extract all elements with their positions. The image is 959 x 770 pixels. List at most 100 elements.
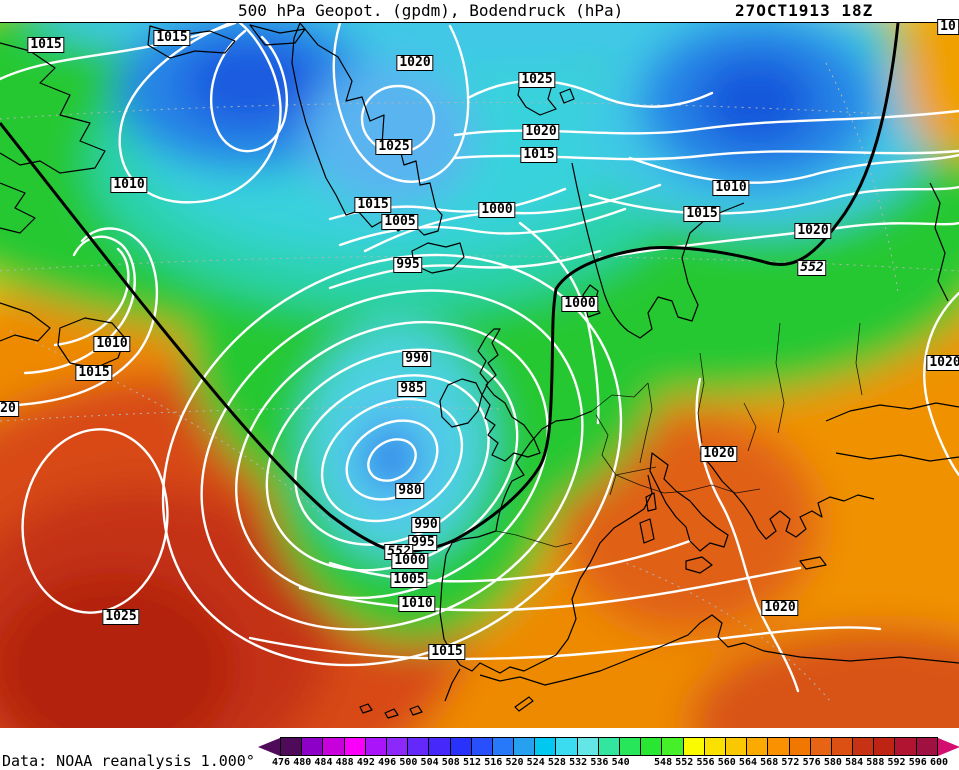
map-header: 500 hPa Geopot. (gpdm), Bodendruck (hPa)… [0, 0, 959, 22]
isobar-label-1015: 1015 [683, 206, 721, 222]
map-canvas [0, 23, 959, 729]
colorbar-tick-500: 500 [399, 757, 418, 768]
colorbar-segment [853, 738, 875, 755]
colorbar-tick-476: 476 [271, 757, 291, 768]
isobar-label-1020: 1020 [926, 355, 959, 371]
colorbar-right-arrow [937, 737, 959, 756]
colorbar-segment [492, 738, 515, 755]
isobar-label-1025: 1025 [102, 609, 140, 625]
isobar-label-20: 20 [0, 401, 19, 417]
colorbar-tick-512: 512 [463, 757, 482, 768]
colorbar-tick-564: 564 [738, 757, 757, 768]
colorbar-segment [620, 738, 642, 755]
colorbar-tick-576: 576 [802, 757, 821, 768]
isobar-label-1020: 1020 [396, 55, 434, 71]
isobar-label-990: 990 [402, 351, 432, 367]
isobar-label-1015: 1015 [520, 147, 558, 163]
isobar-label-1005: 1005 [390, 572, 428, 588]
colorbar-segment [598, 738, 620, 755]
colorbar-segment [789, 738, 811, 755]
colorbar-segment [281, 738, 303, 755]
geopotential-color-field [0, 23, 959, 729]
map-datetime: 27OCT1913 18Z [735, 1, 874, 20]
isobar-label-985: 985 [397, 381, 427, 397]
colorbar-tick-492: 492 [356, 757, 375, 768]
colorbar-tick-588: 588 [866, 757, 885, 768]
isobar-label-1020: 1020 [794, 223, 832, 239]
credits-block: Data: NOAA reanalysis 1.000° (C) Wetterz… [2, 721, 255, 770]
colorbar-tick-496: 496 [378, 757, 397, 768]
colorbar-tick-536: 536 [590, 757, 609, 768]
isobar-label-1000: 1000 [478, 202, 516, 218]
colorbar-segment [365, 738, 387, 755]
colorbar-tick-480: 480 [293, 757, 312, 768]
colorbar-tick-572: 572 [781, 757, 800, 768]
isobar-label-1000: 1000 [391, 553, 429, 569]
credit-data-source: Data: NOAA reanalysis 1.000° [2, 752, 255, 770]
isobar-label-1015: 1015 [75, 365, 113, 381]
colorbar-segment [641, 738, 663, 755]
colorbar-segment [747, 738, 769, 755]
isobar-label-990: 990 [411, 517, 441, 533]
isobar-label-995: 995 [408, 535, 438, 551]
colorbar-tick-600: 600 [929, 757, 949, 768]
colorbar-row [258, 737, 959, 756]
isobar-label-1000: 1000 [561, 296, 599, 312]
colorbar-tick-528: 528 [547, 757, 566, 768]
colorbar-segments [280, 737, 938, 756]
geopotential-label-552: 552 [797, 260, 827, 276]
colorbar-segment [386, 738, 409, 755]
colorbar-segment [323, 738, 345, 755]
isobar-label-980: 980 [395, 483, 425, 499]
colorbar-tick-596: 596 [908, 757, 927, 768]
colorbar-tick-560: 560 [717, 757, 736, 768]
isobar-label-1015: 1015 [428, 644, 466, 660]
isobar-label-995: 995 [393, 257, 423, 273]
colorbar-ticks: 476 480 484 488 492 496 500 504 508 512 516 520 524 5… [272, 757, 948, 769]
colorbar-segment [302, 738, 324, 755]
colorbar-segment [450, 738, 472, 755]
colorbar-segment [535, 738, 557, 755]
colorbar-segment [577, 738, 599, 755]
colorbar-tick-532: 532 [569, 757, 588, 768]
isobar-label-1015: 1015 [153, 30, 191, 46]
isobar-label-1020: 1020 [522, 124, 560, 140]
isobar-label-1015: 1015 [27, 37, 65, 53]
colorbar-tick-592: 592 [887, 757, 906, 768]
colorbar-segment [874, 738, 896, 755]
country-borders [495, 322, 863, 548]
isobar-label-1020: 1020 [761, 600, 799, 616]
isobar-label-1010: 1010 [712, 180, 750, 196]
colorbar-segment [683, 738, 705, 755]
isobar-label-10: 10 [937, 19, 959, 35]
isobar-label-1015: 1015 [354, 197, 392, 213]
colorbar-tick-556: 556 [696, 757, 715, 768]
isobar-label-1010: 1010 [110, 177, 148, 193]
colorbar-segment [768, 738, 790, 755]
isobar-label-1020: 1020 [700, 446, 738, 462]
isobar-label-1005: 1005 [381, 214, 419, 230]
isobar-label-1025: 1025 [518, 72, 556, 88]
colorbar-tick-568: 568 [760, 757, 779, 768]
colorbar-segment [556, 738, 578, 755]
colorbar-segment [916, 738, 937, 755]
colorbar-tick-516: 516 [484, 757, 503, 768]
colorbar-left-arrow [258, 737, 280, 756]
map-footer: Data: NOAA reanalysis 1.000° (C) Wetterz… [0, 728, 959, 770]
isobar-label-1010: 1010 [398, 596, 436, 612]
colorbar-segment [408, 738, 430, 755]
colorbar-tick-524: 524 [526, 757, 545, 768]
colorbar-segment [810, 738, 832, 755]
colorbar-segment [831, 738, 854, 755]
colorbar-tick-520: 520 [505, 757, 524, 768]
colorbar-tick-580: 580 [823, 757, 842, 768]
colorbar-tick-504: 504 [420, 757, 439, 768]
isobar-label-1010: 1010 [93, 336, 131, 352]
colorbar-segment [725, 738, 748, 755]
colorbar-tick-508: 508 [441, 757, 460, 768]
colorbar-segment [514, 738, 536, 755]
colorbar-tick-540: 540 [611, 757, 630, 768]
isobar-label-1025: 1025 [375, 139, 413, 155]
map-title: 500 hPa Geopot. (gpdm), Bodendruck (hPa) [238, 1, 624, 20]
